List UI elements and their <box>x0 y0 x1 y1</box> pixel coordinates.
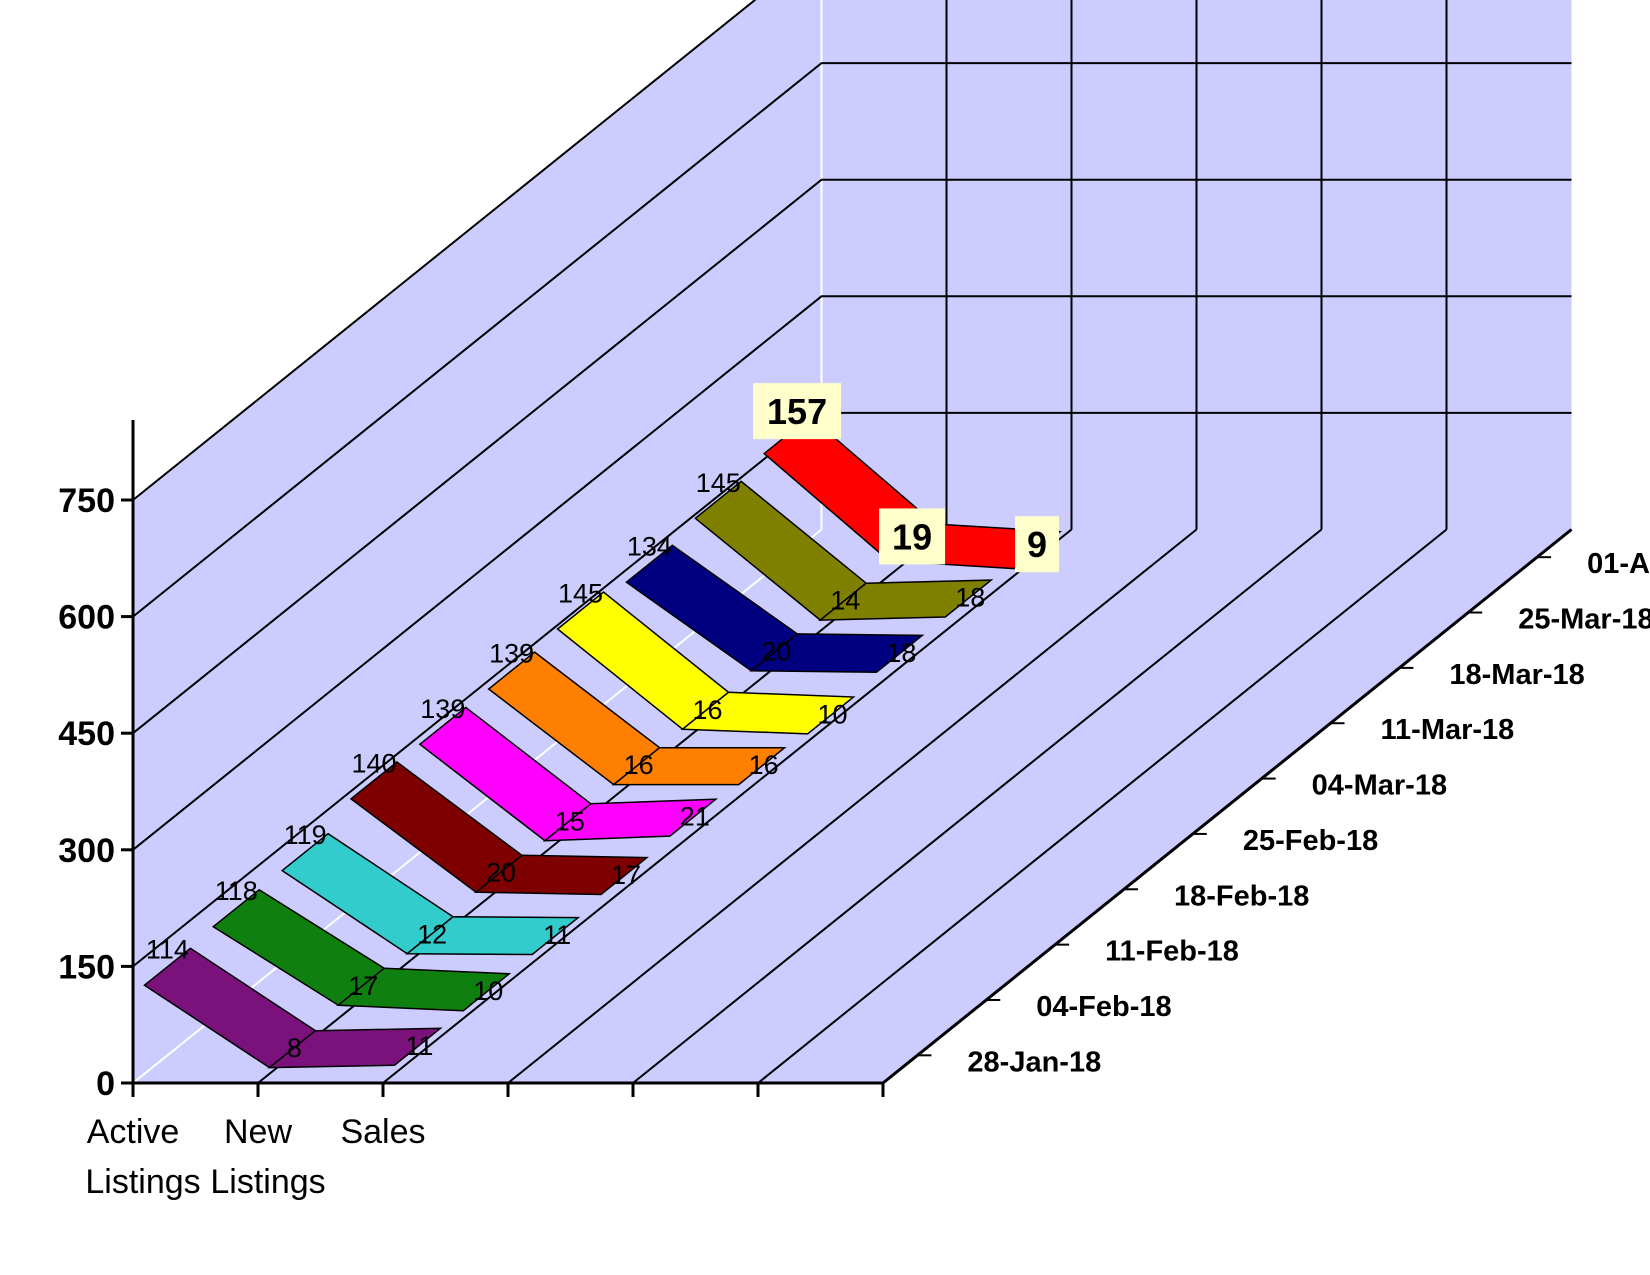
ribbon-segment <box>336 967 512 1012</box>
date-tick-label: 25-Feb-18 <box>1243 825 1378 857</box>
data-label: 20 <box>486 858 516 888</box>
chart-axes <box>121 420 1573 1097</box>
data-label: 10 <box>473 976 503 1006</box>
y-tick-label: 0 <box>96 1065 115 1103</box>
ribbon-segment <box>542 798 719 842</box>
date-tick-label: 11-Feb-18 <box>1105 936 1239 968</box>
data-label: 11 <box>405 1031 433 1061</box>
floor-line-5 <box>757 528 1448 1084</box>
y-tick-label: 450 <box>58 715 115 753</box>
series-28-Jan-18 <box>143 947 443 1069</box>
y-tick-label: 150 <box>58 948 115 986</box>
highlight-label-box <box>753 383 842 440</box>
data-label: 12 <box>417 919 447 949</box>
left-wall <box>133 0 822 1083</box>
y-tick-label: 750 <box>58 482 115 520</box>
data-label: 9 <box>1027 524 1047 565</box>
data-label: 21 <box>680 802 710 832</box>
floor-line-3 <box>507 528 1198 1084</box>
data-label: 119 <box>284 820 327 850</box>
y-tick-label: 600 <box>58 599 115 637</box>
ribbon-segment <box>267 1027 443 1069</box>
date-tick-label: 28-Jan-18 <box>967 1046 1101 1078</box>
ribbon-segment <box>405 916 581 956</box>
chart-axis-labels: 0 150 300 450 600 750 28-Jan-18 04-Feb-18 11-Feb… <box>58 482 1650 1201</box>
data-label: 139 <box>489 639 534 669</box>
ribbon-segment <box>680 691 856 735</box>
data-label: 18 <box>886 638 916 668</box>
date-tick-label: 25-Mar-18 <box>1518 604 1650 636</box>
ribbon-segment <box>611 746 787 786</box>
ribbon-segment <box>818 579 994 621</box>
data-label: 18 <box>955 583 985 613</box>
data-label: 8 <box>287 1033 302 1063</box>
chart-walls <box>133 0 1572 1083</box>
series-18-Mar-18 <box>625 544 925 674</box>
date-tick-label: 04-Mar-18 <box>1312 770 1447 802</box>
ribbon-segment <box>749 633 925 674</box>
data-label: 145 <box>696 468 741 498</box>
ribbon-segment <box>473 854 649 896</box>
data-label: 140 <box>351 748 396 778</box>
data-label: 19 <box>892 516 932 557</box>
y-tick-label: 300 <box>58 832 115 870</box>
data-label: 11 <box>543 920 571 950</box>
category-label: New <box>224 1113 292 1151</box>
date-tick-label: 04-Feb-18 <box>1036 991 1171 1023</box>
highlight-label-box <box>1015 516 1060 573</box>
date-tick-label: 18-Feb-18 <box>1174 880 1309 912</box>
data-label: 139 <box>420 694 465 724</box>
data-label: 14 <box>830 586 860 616</box>
data-label: 16 <box>693 695 723 725</box>
gridline-750 <box>132 0 757 501</box>
data-label: 15 <box>555 806 585 836</box>
data-label: 16 <box>624 750 654 780</box>
series-04-Mar-18 <box>487 651 787 786</box>
data-label: 17 <box>611 860 641 890</box>
category-label: Active <box>87 1113 180 1151</box>
series-25-Mar-18 <box>694 480 994 622</box>
highlight-label-box <box>879 508 946 565</box>
date-tick-label: 11-Mar-18 <box>1381 714 1515 746</box>
data-label: 20 <box>761 636 791 666</box>
series-11-Mar-18 <box>556 591 856 735</box>
category-label: Sales <box>340 1113 425 1151</box>
floor-line-4 <box>632 528 1323 1084</box>
series-18-Feb-18 <box>349 761 649 896</box>
category-label: Listings <box>210 1163 325 1201</box>
date-tick-label: 18-Mar-18 <box>1449 659 1584 691</box>
depth-axis-line <box>882 528 1573 1085</box>
data-label: 145 <box>558 579 603 609</box>
data-label: 10 <box>818 699 848 729</box>
series-25-Feb-18 <box>418 706 719 842</box>
series-04-Feb-18 <box>212 888 512 1012</box>
data-label: 16 <box>749 750 779 780</box>
date-tick-label: 01-Apr-18 <box>1587 548 1650 580</box>
floor-line-2 <box>382 528 1073 1084</box>
data-label: 118 <box>215 876 258 906</box>
data-label: 134 <box>627 532 672 562</box>
chart-data-labels: 114 8 11 118 17 10 119 12 11 140 20 17 139 15 21 139 16 1… <box>146 383 1060 1063</box>
data-label: 114 <box>146 935 189 965</box>
series-11-Feb-18 <box>280 832 581 956</box>
data-label: 157 <box>767 391 827 432</box>
category-label: Listings <box>85 1163 200 1201</box>
data-label: 17 <box>348 971 378 1001</box>
